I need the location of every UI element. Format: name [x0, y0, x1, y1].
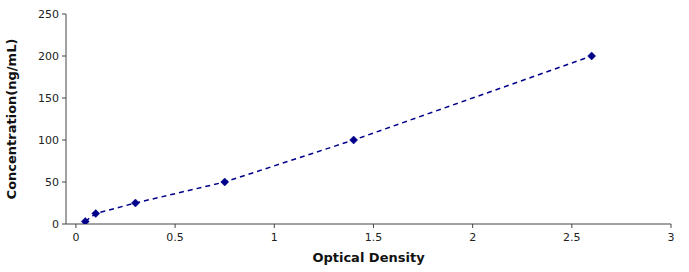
data-point [92, 210, 100, 218]
y-tick [62, 98, 66, 99]
y-tick-label: 0 [52, 218, 59, 231]
x-tick-label: 0 [72, 231, 79, 244]
x-tick-label: 1.5 [365, 231, 383, 244]
chart: 0 0.5 1 1.5 2 2.5 3 0 50 100 150 200 250 Optical Dens… [0, 0, 689, 272]
axes: 0 0.5 1 1.5 2 2.5 3 0 50 100 150 200 250 [38, 8, 675, 244]
x-tick [671, 224, 672, 228]
x-tick [274, 224, 275, 228]
y-tick-label: 250 [38, 8, 59, 21]
x-tick [571, 224, 572, 228]
data-point [131, 199, 139, 207]
y-tick-label: 50 [45, 176, 59, 189]
y-tick [62, 182, 66, 183]
data-point [350, 136, 358, 144]
data-line [85, 56, 591, 221]
y-axis-label: Concentration(ng/mL) [4, 39, 19, 200]
x-tick-label: 0.5 [166, 231, 184, 244]
chart-container: 0 0.5 1 1.5 2 2.5 3 0 50 100 150 200 250 Optical Dens… [0, 0, 689, 272]
x-tick [175, 224, 176, 228]
data-point [221, 178, 229, 186]
plot-marks [81, 52, 595, 224]
x-tick [472, 224, 473, 228]
x-tick-label: 2.5 [563, 231, 581, 244]
x-tick-label: 2 [469, 231, 476, 244]
data-point [588, 52, 596, 60]
y-tick [62, 14, 66, 15]
y-tick-label: 100 [38, 134, 59, 147]
x-axis-label: Optical Density [312, 250, 425, 265]
data-point [81, 217, 89, 224]
x-tick [75, 224, 76, 228]
y-tick [62, 56, 66, 57]
y-tick [62, 224, 66, 225]
x-axis-line [66, 224, 671, 225]
x-tick-label: 3 [668, 231, 675, 244]
y-tick-label: 200 [38, 50, 59, 63]
x-tick-label: 1 [271, 231, 278, 244]
x-tick [373, 224, 374, 228]
y-axis-line [66, 14, 67, 224]
y-tick-label: 150 [38, 92, 59, 105]
y-tick [62, 140, 66, 141]
